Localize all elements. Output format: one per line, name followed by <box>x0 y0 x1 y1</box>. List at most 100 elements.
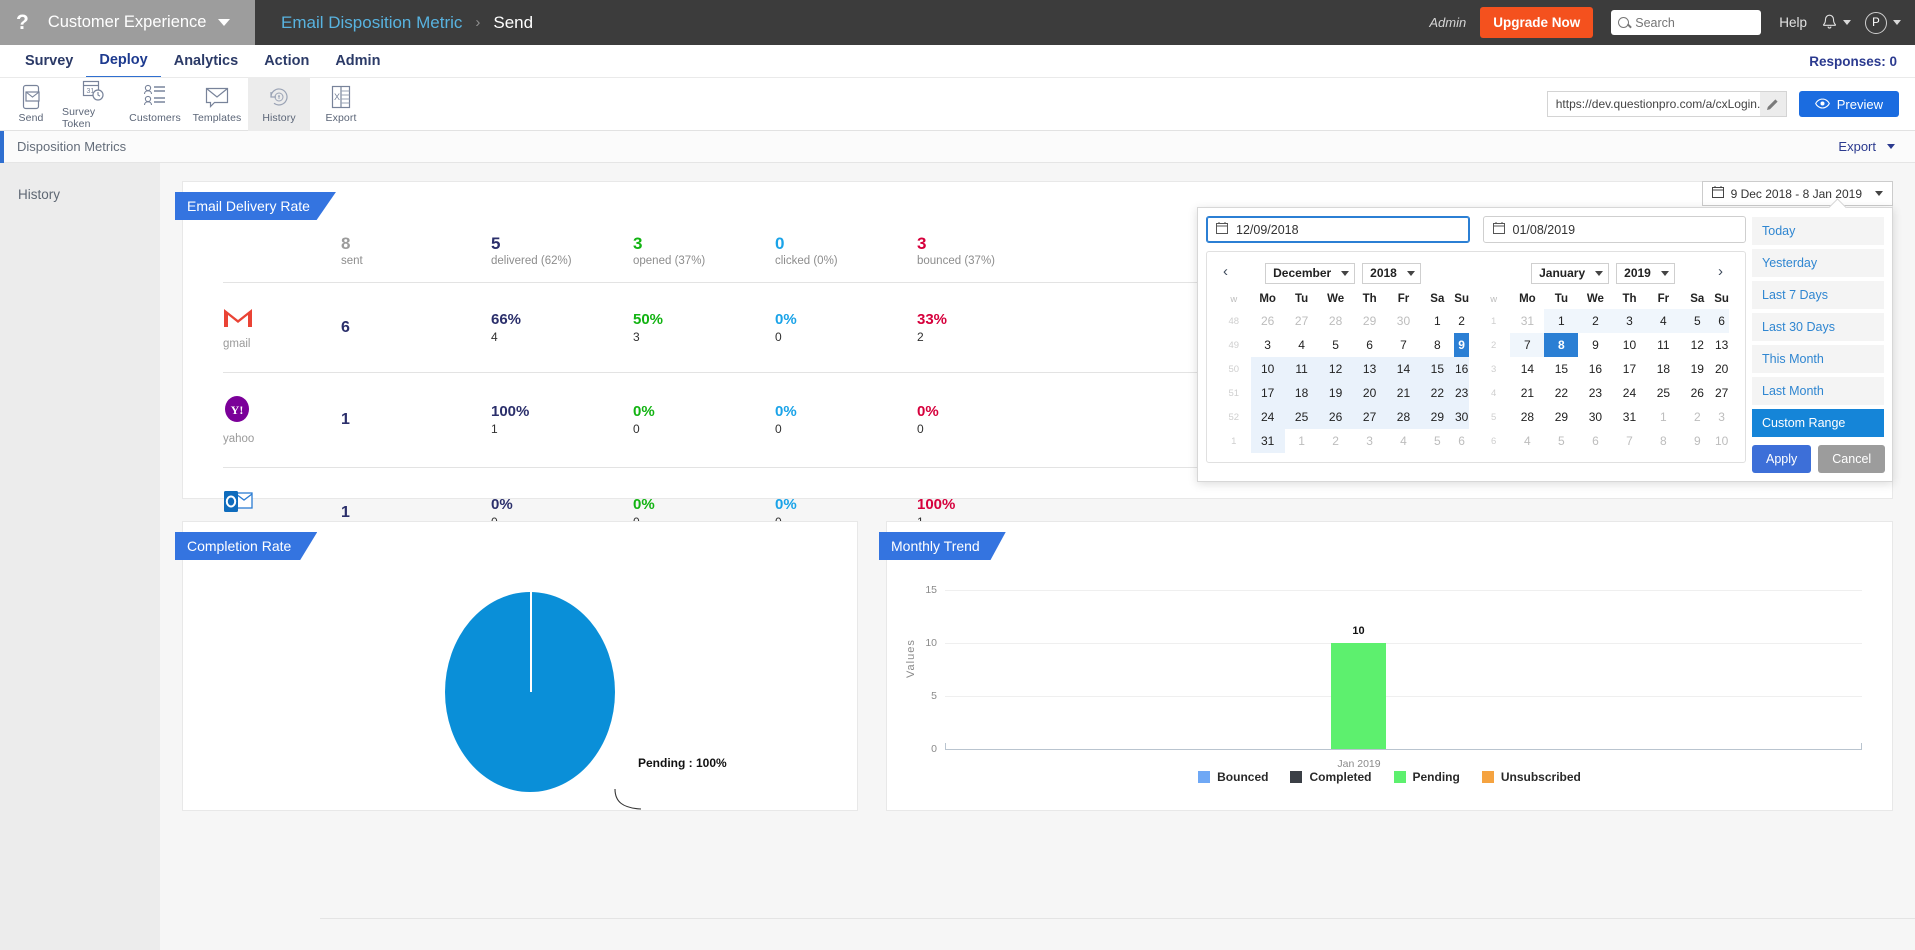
notifications-bell-icon[interactable] <box>1822 14 1837 31</box>
calendar-day-right-0-6[interactable]: 6 <box>1714 309 1729 333</box>
calendar-day-left-4-1[interactable]: 25 <box>1284 405 1319 429</box>
calendar-day-right-0-3[interactable]: 3 <box>1612 309 1647 333</box>
nav-item-deploy[interactable]: Deploy <box>86 44 161 78</box>
calendar-day-left-4-4[interactable]: 28 <box>1386 405 1421 429</box>
calendar-day-right-3-0[interactable]: 21 <box>1520 386 1535 400</box>
calendar-day-left-5-4[interactable]: 4 <box>1400 434 1407 448</box>
calendar-day-left-1-0[interactable]: 3 <box>1264 338 1271 352</box>
admin-label[interactable]: Admin <box>1429 15 1467 30</box>
calendar-day-left-4-3[interactable]: 27 <box>1352 405 1387 429</box>
calendar-day-right-1-2[interactable]: 9 <box>1592 338 1599 352</box>
quick-range-last-month[interactable]: Last Month <box>1752 377 1884 405</box>
calendar-day-right-3-1[interactable]: 22 <box>1554 386 1569 400</box>
avatar[interactable]: P <box>1865 11 1887 34</box>
calendar-day-right-0-2[interactable]: 2 <box>1578 309 1613 333</box>
nav-item-analytics[interactable]: Analytics <box>173 53 239 69</box>
toolbar-item-survey-token[interactable]: 31 Survey Token <box>62 77 124 131</box>
help-link[interactable]: Help <box>1779 15 1807 30</box>
search-input[interactable] <box>1635 15 1746 30</box>
upgrade-now-button[interactable]: Upgrade Now <box>1480 7 1594 38</box>
pie-slice-pending[interactable] <box>445 592 615 792</box>
calendar-day-left-2-2[interactable]: 12 <box>1318 357 1353 381</box>
calendar-day-left-3-0[interactable]: 17 <box>1250 381 1285 405</box>
calendar-day-right-4-5[interactable]: 2 <box>1693 410 1701 424</box>
next-month-icon[interactable]: › <box>1718 263 1723 280</box>
calendar-day-left-5-2[interactable]: 2 <box>1332 434 1339 448</box>
right-year-select[interactable]: 2019 <box>1616 262 1675 284</box>
nav-item-survey[interactable]: Survey <box>25 53 74 69</box>
end-date-field[interactable]: 01/08/2019 <box>1482 216 1746 243</box>
calendar-day-left-1-2[interactable]: 5 <box>1332 338 1339 352</box>
calendar-day-right-3-4[interactable]: 25 <box>1656 386 1671 400</box>
calendar-day-left-1-5[interactable]: 8 <box>1433 338 1441 352</box>
toolbar-item-history[interactable]: History <box>248 77 310 131</box>
calendar-day-left-2-5[interactable]: 15 <box>1420 357 1455 381</box>
calendar-day-right-2-6[interactable]: 20 <box>1714 362 1729 376</box>
calendar-day-right-5-1[interactable]: 5 <box>1558 434 1565 448</box>
calendar-day-right-4-1[interactable]: 29 <box>1554 410 1569 424</box>
calendar-day-left-3-6[interactable]: 23 <box>1454 381 1469 405</box>
calendar-day-left-0-1[interactable]: 27 <box>1294 314 1309 328</box>
calendar-day-right-4-2[interactable]: 30 <box>1588 410 1603 424</box>
left-year-select[interactable]: 2018 <box>1362 262 1421 284</box>
calendar-day-right-0-4[interactable]: 4 <box>1646 309 1681 333</box>
calendar-day-left-3-1[interactable]: 18 <box>1284 381 1319 405</box>
right-month-select[interactable]: January <box>1531 262 1610 284</box>
account-chevron-down-icon[interactable] <box>1893 20 1901 25</box>
calendar-day-right-0-1[interactable]: 1 <box>1544 309 1579 333</box>
nav-item-admin[interactable]: Admin <box>335 53 381 69</box>
calendar-day-right-1-3[interactable]: 10 <box>1622 338 1637 352</box>
calendar-day-left-0-2[interactable]: 28 <box>1328 314 1343 328</box>
calendar-day-right-4-4[interactable]: 1 <box>1660 410 1667 424</box>
legend-item-bounced[interactable]: Bounced <box>1198 770 1268 784</box>
preview-button[interactable]: Preview <box>1798 91 1899 117</box>
calendar-day-left-0-4[interactable]: 30 <box>1396 314 1411 328</box>
calendar-day-left-4-2[interactable]: 26 <box>1318 405 1353 429</box>
export-dropdown[interactable]: Export <box>1838 139 1895 154</box>
cancel-button[interactable]: Cancel <box>1818 445 1886 473</box>
quick-range-custom-range[interactable]: Custom Range <box>1752 409 1884 437</box>
left-month-select[interactable]: December <box>1265 262 1356 284</box>
calendar-day-right-2-1[interactable]: 15 <box>1554 362 1569 376</box>
calendar-day-right-2-2[interactable]: 16 <box>1588 362 1603 376</box>
start-date-field[interactable]: 12/09/2018 <box>1206 216 1470 243</box>
calendar-day-left-4-0[interactable]: 24 <box>1250 405 1285 429</box>
calendar-day-right-5-2[interactable]: 6 <box>1592 434 1599 448</box>
calendar-day-left-3-4[interactable]: 21 <box>1386 381 1421 405</box>
quick-range-last-30-days[interactable]: Last 30 Days <box>1752 313 1884 341</box>
calendar-day-right-1-1[interactable]: 8 <box>1544 333 1579 357</box>
calendar-day-right-5-3[interactable]: 7 <box>1626 434 1633 448</box>
calendar-day-right-5-6[interactable]: 10 <box>1714 434 1729 448</box>
calendar-day-right-1-4[interactable]: 11 <box>1657 338 1670 352</box>
apply-button[interactable]: Apply <box>1752 445 1812 473</box>
subtab-disposition-metrics[interactable]: Disposition Metrics <box>0 130 126 163</box>
toolbar-item-customers[interactable]: Customers <box>124 77 186 131</box>
calendar-day-left-3-2[interactable]: 19 <box>1318 381 1353 405</box>
calendar-day-left-1-3[interactable]: 6 <box>1366 338 1373 352</box>
calendar-day-right-2-5[interactable]: 19 <box>1690 362 1704 376</box>
sidebar-item-history[interactable]: History <box>18 187 61 202</box>
calendar-day-left-2-3[interactable]: 13 <box>1352 357 1387 381</box>
calendar-day-left-2-6[interactable]: 16 <box>1454 357 1469 381</box>
calendar-day-right-1-6[interactable]: 13 <box>1714 338 1729 352</box>
calendar-day-right-3-6[interactable]: 27 <box>1714 386 1729 400</box>
quick-range-last-7-days[interactable]: Last 7 Days <box>1752 281 1884 309</box>
calendar-day-left-3-3[interactable]: 20 <box>1352 381 1387 405</box>
calendar-day-right-0-5[interactable]: 5 <box>1680 309 1715 333</box>
calendar-day-right-1-0[interactable]: 7 <box>1510 333 1545 357</box>
nav-item-action[interactable]: Action <box>264 53 310 69</box>
calendar-day-left-2-0[interactable]: 10 <box>1250 357 1285 381</box>
calendar-day-left-5-3[interactable]: 3 <box>1366 434 1373 448</box>
calendar-day-left-2-4[interactable]: 14 <box>1386 357 1421 381</box>
calendar-day-right-4-0[interactable]: 28 <box>1520 410 1535 424</box>
toolbar-item-templates[interactable]: Templates <box>186 77 248 131</box>
calendar-day-left-4-5[interactable]: 29 <box>1420 405 1455 429</box>
calendar-day-right-3-5[interactable]: 26 <box>1690 386 1704 400</box>
calendar-day-left-5-1[interactable]: 1 <box>1298 434 1305 448</box>
calendar-day-right-1-5[interactable]: 12 <box>1690 338 1704 352</box>
calendar-day-right-5-5[interactable]: 9 <box>1693 434 1701 448</box>
calendar-day-left-0-3[interactable]: 29 <box>1362 314 1377 328</box>
calendar-day-left-3-5[interactable]: 22 <box>1420 381 1455 405</box>
legend-item-unsubscribed[interactable]: Unsubscribed <box>1481 770 1581 784</box>
calendar-day-right-2-3[interactable]: 17 <box>1622 362 1637 376</box>
